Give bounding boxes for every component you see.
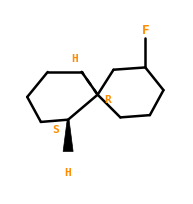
Text: H: H [65,167,71,177]
Text: S: S [52,124,59,134]
Polygon shape [63,120,73,152]
Text: F: F [142,23,149,37]
Text: H: H [72,54,78,64]
Text: R: R [104,95,111,105]
